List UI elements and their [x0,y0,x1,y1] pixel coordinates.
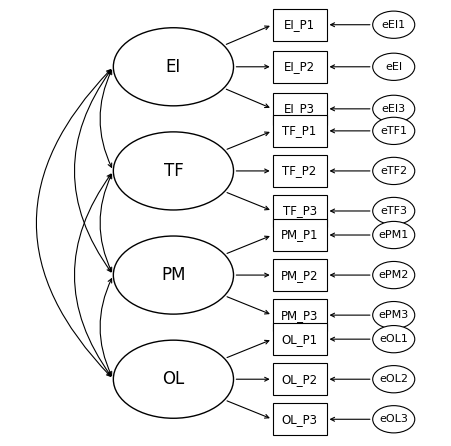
Text: OL: OL [162,370,184,388]
Text: ePM1: ePM1 [378,230,409,240]
FancyBboxPatch shape [272,219,327,251]
Text: OL_P1: OL_P1 [281,333,318,346]
Text: EI_P1: EI_P1 [284,18,315,31]
Text: PM_P1: PM_P1 [281,228,318,242]
Text: eEI3: eEI3 [382,104,406,114]
Text: OL_P3: OL_P3 [281,413,318,426]
Ellipse shape [113,132,234,210]
Ellipse shape [373,221,415,248]
Ellipse shape [113,28,234,106]
FancyBboxPatch shape [272,259,327,291]
Text: eTF1: eTF1 [380,126,407,136]
Ellipse shape [373,326,415,353]
Text: eEI: eEI [385,62,402,72]
Ellipse shape [373,53,415,80]
Text: EI: EI [166,58,181,76]
Ellipse shape [373,95,415,123]
FancyBboxPatch shape [272,115,327,147]
FancyBboxPatch shape [272,403,327,435]
Ellipse shape [373,261,415,289]
Ellipse shape [373,157,415,185]
Text: EI_P3: EI_P3 [284,102,315,116]
Text: PM: PM [161,266,186,284]
FancyBboxPatch shape [272,9,327,41]
Text: TF_P1: TF_P1 [282,124,317,137]
Text: TF: TF [164,162,183,180]
Text: OL_P2: OL_P2 [281,373,318,386]
FancyBboxPatch shape [272,323,327,355]
Text: PM_P3: PM_P3 [281,309,318,322]
Text: eEI1: eEI1 [382,20,406,30]
Ellipse shape [373,117,415,145]
FancyBboxPatch shape [272,93,327,125]
Text: eOL2: eOL2 [379,374,408,384]
Text: eTF3: eTF3 [380,206,407,216]
FancyBboxPatch shape [272,299,327,331]
FancyBboxPatch shape [272,155,327,187]
Ellipse shape [373,11,415,38]
Text: EI_P2: EI_P2 [284,60,315,73]
Text: TF_P3: TF_P3 [282,204,317,218]
Ellipse shape [373,406,415,433]
Ellipse shape [113,340,234,418]
Text: TF_P2: TF_P2 [282,165,317,178]
Text: ePM3: ePM3 [378,310,409,320]
Ellipse shape [373,301,415,329]
FancyBboxPatch shape [272,363,327,395]
Text: eOL3: eOL3 [379,414,408,424]
Text: eTF2: eTF2 [380,166,407,176]
Ellipse shape [373,366,415,393]
Text: PM_P2: PM_P2 [281,268,318,281]
FancyBboxPatch shape [272,51,327,83]
Text: ePM2: ePM2 [378,270,409,280]
Text: eOL1: eOL1 [379,334,408,344]
Ellipse shape [113,236,234,314]
FancyBboxPatch shape [272,195,327,227]
Ellipse shape [373,198,415,225]
